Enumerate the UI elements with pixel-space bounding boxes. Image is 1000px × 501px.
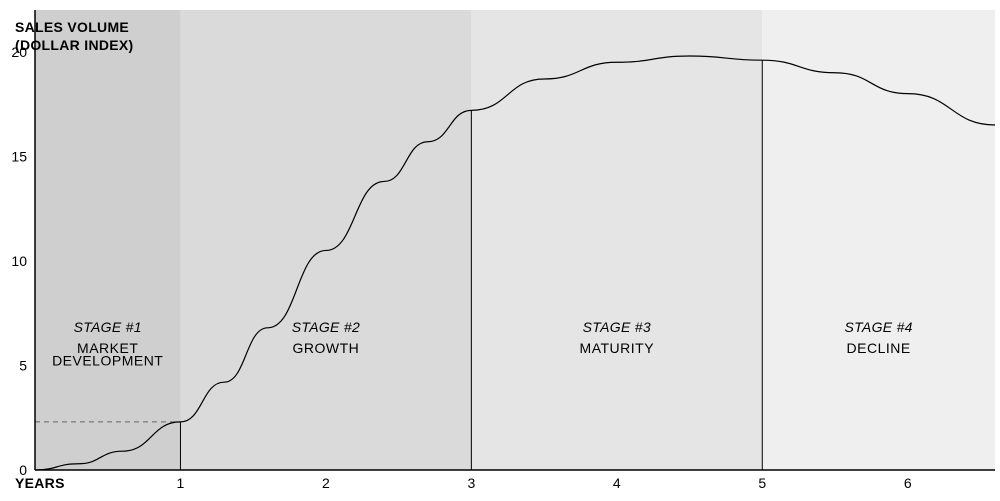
stage-subtitle-4-line1: DECLINE <box>847 340 911 356</box>
y-tick-label: 10 <box>11 253 27 269</box>
y-tick-label: 5 <box>19 357 27 373</box>
stage-subtitle-1-line2: DEVELOPMENT <box>52 352 163 368</box>
x-tick-label: 3 <box>467 475 475 491</box>
y-axis-title-line1: SALES VOLUME <box>15 19 129 35</box>
stage-band-4 <box>762 10 995 470</box>
stage-title-4: STAGE #4 <box>844 319 912 335</box>
x-tick-label: 5 <box>758 475 766 491</box>
stage-band-3 <box>471 10 762 470</box>
x-tick-label: 1 <box>177 475 185 491</box>
x-tick-label: 2 <box>322 475 330 491</box>
stage-band-1 <box>35 10 180 470</box>
stage-title-1: STAGE #1 <box>74 319 142 335</box>
x-axis-title: YEARS <box>15 475 65 491</box>
x-tick-label: 4 <box>613 475 621 491</box>
y-tick-label: 15 <box>11 148 27 164</box>
product-lifecycle-chart: 05101520SALES VOLUME(DOLLAR INDEX)123456… <box>0 0 1000 501</box>
stage-subtitle-2-line1: GROWTH <box>293 340 360 356</box>
x-tick-label: 6 <box>904 475 912 491</box>
stage-bands <box>35 10 995 470</box>
stage-title-2: STAGE #2 <box>292 319 360 335</box>
y-axis-title-line2: (DOLLAR INDEX) <box>15 37 134 53</box>
stage-subtitle-3-line1: MATURITY <box>580 340 655 356</box>
stage-band-2 <box>180 10 471 470</box>
stage-title-3: STAGE #3 <box>583 319 651 335</box>
